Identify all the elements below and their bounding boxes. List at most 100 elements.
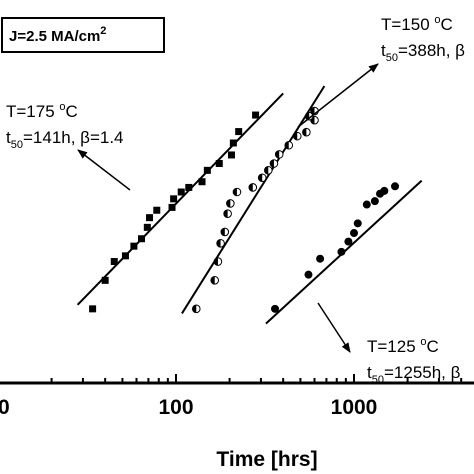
data-point-half-circle bbox=[191, 304, 201, 314]
data-point-half-circle bbox=[223, 209, 232, 218]
half-circle-fill bbox=[310, 107, 315, 115]
data-point-circle bbox=[362, 200, 371, 209]
annotation-tail: C bbox=[441, 15, 453, 34]
annotation-tail: C bbox=[427, 337, 439, 356]
annotation-arrows bbox=[77, 63, 379, 353]
data-point-square bbox=[146, 214, 154, 222]
data-point-half-circle bbox=[269, 159, 279, 168]
half-circle-fill bbox=[210, 276, 215, 285]
svg-text:J=2.5 MA/cm2: J=2.5 MA/cm2 bbox=[9, 25, 106, 45]
data-point-square bbox=[121, 252, 129, 260]
x-tick-label: 100 bbox=[158, 396, 193, 419]
half-circle-fill bbox=[214, 257, 218, 266]
annotation-line: T=150 oC bbox=[381, 14, 453, 34]
data-point-circle bbox=[353, 219, 362, 228]
data-point-circle bbox=[337, 247, 346, 256]
annotation-text: t bbox=[367, 363, 372, 382]
half-circle-fill bbox=[264, 166, 269, 175]
half-circle-fill bbox=[258, 173, 263, 182]
data-point-square bbox=[252, 111, 260, 119]
annotation-text: T=150 bbox=[381, 15, 434, 34]
data-point-square bbox=[235, 128, 243, 136]
annotation-superscript: o bbox=[59, 101, 65, 113]
data-point-square bbox=[198, 178, 206, 186]
half-circle-fill bbox=[233, 188, 237, 196]
inset-box-text: J=2.5 MA/cm bbox=[9, 28, 100, 45]
data-point-square bbox=[229, 139, 237, 147]
data-point-square bbox=[89, 305, 97, 313]
data-points bbox=[89, 106, 400, 314]
annotation-text: t bbox=[6, 128, 11, 147]
fit-line bbox=[181, 85, 326, 314]
annotation-superscript: o bbox=[434, 14, 440, 26]
data-point-circle bbox=[344, 237, 353, 246]
data-point-circle bbox=[380, 186, 389, 195]
data-point-circle bbox=[316, 254, 325, 263]
data-point-circle bbox=[350, 229, 358, 238]
half-circle-fill bbox=[248, 183, 253, 192]
data-point-half-circle bbox=[232, 187, 242, 197]
annotation-line: T=175 oC bbox=[6, 101, 78, 121]
data-point-square bbox=[110, 258, 118, 266]
annotation-subscript: 50 bbox=[372, 374, 384, 386]
data-point-square bbox=[170, 195, 178, 203]
annotation-tail: C bbox=[66, 102, 78, 121]
half-circle-fill bbox=[270, 159, 274, 168]
inset-box: J=2.5 MA/cm2 bbox=[1, 17, 165, 53]
annotation-text: T=125 bbox=[367, 337, 420, 356]
data-point-square bbox=[168, 203, 176, 211]
half-circle-fill bbox=[192, 305, 197, 313]
data-point-square bbox=[215, 160, 223, 167]
data-point-half-circle bbox=[263, 166, 273, 175]
data-point-half-circle bbox=[220, 227, 230, 237]
half-circle-fill bbox=[302, 128, 307, 136]
half-circle-fill bbox=[223, 209, 228, 218]
half-circle-fill bbox=[275, 150, 280, 159]
annotation-text: t bbox=[381, 41, 386, 60]
data-point-square bbox=[130, 242, 138, 250]
half-circle-fill bbox=[226, 199, 231, 208]
data-point-half-circle bbox=[248, 183, 258, 192]
data-point-square bbox=[138, 235, 146, 243]
x-axis-tick-labels: 10 100 1000 bbox=[0, 396, 377, 419]
x-tick-label: 10 bbox=[0, 396, 10, 419]
data-point-square bbox=[153, 206, 161, 214]
data-point-half-circle bbox=[257, 173, 267, 183]
annotation-tail: =1255h, β bbox=[384, 363, 461, 382]
data-point-half-circle bbox=[213, 257, 223, 266]
fit-line bbox=[76, 92, 284, 306]
data-point-half-circle bbox=[284, 140, 294, 150]
x-axis-label: Time [hrs] bbox=[216, 448, 317, 471]
data-point-square bbox=[227, 151, 235, 159]
data-point-square bbox=[101, 276, 109, 284]
data-point-square bbox=[143, 223, 151, 231]
data-point-square bbox=[203, 166, 211, 174]
annotation-subscript: 50 bbox=[386, 52, 398, 64]
data-point-square bbox=[177, 188, 185, 196]
arrow-t150 bbox=[297, 63, 379, 128]
data-point-half-circle bbox=[210, 276, 220, 285]
inset-box-frame bbox=[1, 17, 165, 53]
data-point-half-circle bbox=[274, 150, 284, 159]
annotation-tail: =388h, β bbox=[398, 41, 465, 60]
annotation-line: t50=141h, β=1.4 bbox=[6, 128, 124, 151]
arrow-t125 bbox=[317, 302, 351, 353]
half-circle-fill bbox=[216, 239, 221, 248]
annotation-line: t50=1255h, β bbox=[367, 363, 461, 386]
annotation-superscript: o bbox=[420, 336, 426, 348]
data-point-half-circle bbox=[216, 239, 225, 248]
x-tick-label: 1000 bbox=[331, 396, 378, 419]
data-point-half-circle bbox=[302, 127, 311, 137]
annotation-subscript: 50 bbox=[11, 139, 23, 151]
annotation-tail: =141h, β=1.4 bbox=[23, 128, 124, 147]
data-point-half-circle bbox=[292, 131, 302, 141]
data-point-circle bbox=[304, 270, 313, 279]
data-point-circle bbox=[391, 182, 400, 191]
data-point-half-circle bbox=[226, 199, 235, 208]
data-point-circle bbox=[271, 304, 280, 313]
x-axis-ticks bbox=[50, 374, 463, 383]
half-circle-fill bbox=[293, 132, 298, 140]
half-circle-fill bbox=[284, 141, 289, 150]
